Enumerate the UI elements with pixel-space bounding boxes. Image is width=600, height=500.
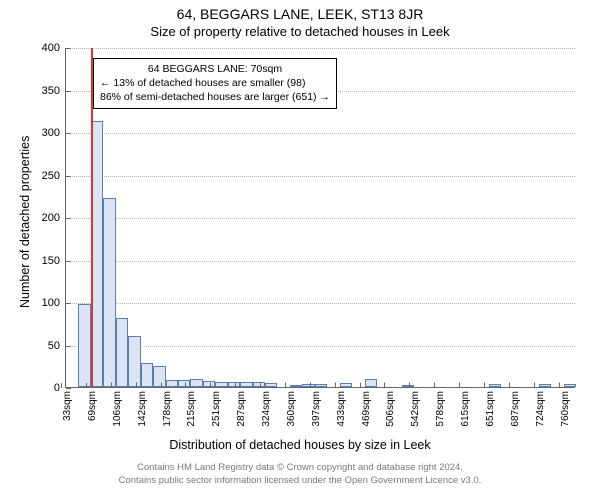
histogram-bar <box>365 379 377 387</box>
y-tick-label: 200 <box>42 212 66 224</box>
histogram-bar <box>116 318 128 387</box>
x-tick-label: 324sqm <box>261 387 272 427</box>
x-tick-label: 615sqm <box>460 387 471 427</box>
x-tick-label: 215sqm <box>186 387 197 427</box>
x-tick-label: 33sqm <box>62 387 73 421</box>
gridline <box>66 261 575 262</box>
y-tick-label: 350 <box>42 85 66 97</box>
annotation-line1: 64 BEGGARS LANE: 70sqm <box>100 62 330 76</box>
histogram-bar <box>128 336 140 387</box>
x-tick-label: 69sqm <box>87 387 98 421</box>
x-tick-label: 687sqm <box>510 387 521 427</box>
x-tick-label: 360sqm <box>286 387 297 427</box>
x-tick-label: 724sqm <box>535 387 546 427</box>
y-axis-label: Number of detached properties <box>18 136 32 308</box>
x-tick-label: 251sqm <box>211 387 222 427</box>
x-tick-label: 287sqm <box>236 387 247 427</box>
reference-annotation: 64 BEGGARS LANE: 70sqm ← 13% of detached… <box>93 58 337 109</box>
annotation-line3: 86% of semi-detached houses are larger (… <box>100 90 330 104</box>
x-tick-label: 469sqm <box>361 387 372 427</box>
gridline <box>66 176 575 177</box>
annotation-line2: ← 13% of detached houses are smaller (98… <box>100 76 330 90</box>
gridline <box>66 303 575 304</box>
footer-line2: Contains public sector information licen… <box>0 475 600 488</box>
x-tick-label: 142sqm <box>137 387 148 427</box>
attribution-footer: Contains HM Land Registry data © Crown c… <box>0 462 600 488</box>
histogram-bar <box>103 198 115 387</box>
y-tick-label: 400 <box>42 42 66 54</box>
x-tick-label: 506sqm <box>385 387 396 427</box>
x-tick-label: 542sqm <box>410 387 421 427</box>
x-tick-label: 178sqm <box>162 387 173 427</box>
x-tick-label: 578sqm <box>435 387 446 427</box>
chart-subtitle: Size of property relative to detached ho… <box>0 22 600 39</box>
gridline <box>66 218 575 219</box>
histogram-bar <box>166 380 178 387</box>
x-tick-label: 397sqm <box>311 387 322 427</box>
x-tick-label: 106sqm <box>112 387 123 427</box>
gridline <box>66 48 575 49</box>
y-tick-label: 50 <box>48 340 66 352</box>
histogram-bar <box>190 379 202 388</box>
x-tick-label: 433sqm <box>336 387 347 427</box>
x-tick-label: 651sqm <box>485 387 496 427</box>
gridline <box>66 346 575 347</box>
footer-line1: Contains HM Land Registry data © Crown c… <box>0 462 600 475</box>
gridline <box>66 133 575 134</box>
histogram-bar <box>141 363 153 387</box>
histogram-bar <box>78 304 90 387</box>
x-axis-label: Distribution of detached houses by size … <box>0 438 600 452</box>
y-tick-label: 100 <box>42 297 66 309</box>
histogram-bar <box>153 366 165 387</box>
y-tick-label: 300 <box>42 127 66 139</box>
chart-title: 64, BEGGARS LANE, LEEK, ST13 8JR <box>0 0 600 22</box>
x-tick-label: 760sqm <box>560 387 571 427</box>
y-tick-label: 150 <box>42 255 66 267</box>
y-tick-label: 250 <box>42 170 66 182</box>
